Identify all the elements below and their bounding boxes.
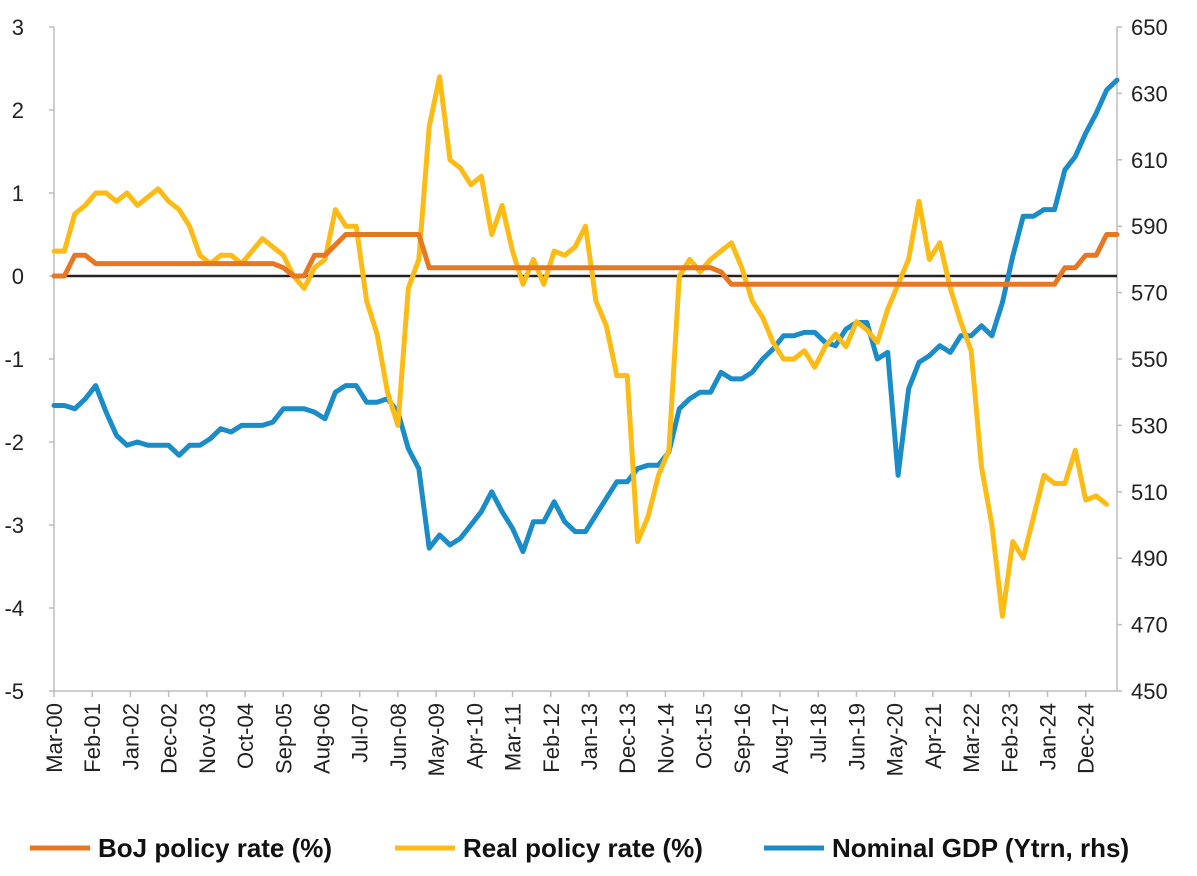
x-tick-label: Mar-00 [42,703,67,773]
series-line-real-policy-rate [51,74,1110,619]
x-tick-label: Feb-23 [997,703,1022,773]
x-tick-label: Apr-10 [462,703,487,769]
x-tick-label: Aug-06 [309,703,334,774]
y-tick-label: -2 [4,430,24,455]
x-tick-label: Sep-05 [271,703,296,774]
y-tick-label: 3 [12,15,24,40]
legend-label-nominal-gdp-ytrn-rhs: Nominal GDP (Ytrn, rhs) [832,833,1129,863]
x-tick-label: Jun-08 [386,703,411,770]
x-tick-label: Oct-15 [692,703,717,769]
x-tick-label: Sep-16 [730,703,755,774]
x-tick-label: Nov-14 [653,703,678,774]
x-tick-label: Apr-21 [921,703,946,769]
x-tick-label: Jun-19 [844,703,869,770]
x-tick-label: Dec-24 [1074,703,1099,774]
y-tick-label: 0 [12,264,24,289]
x-tick-label: Jul-07 [348,703,373,763]
y2-tick-label: 630 [1131,81,1168,106]
series-line-nominal-gdp-ytrn-rhs [51,77,1120,555]
x-tick-label: Nov-03 [195,703,220,774]
series-line-boj-policy-rate [51,232,1120,287]
x-tick-label: Aug-17 [768,703,793,774]
x-tick-label: Jan-24 [1036,703,1061,770]
legend-label-real-policy-rate: Real policy rate (%) [463,833,703,863]
x-tick-label: Jan-02 [118,703,143,770]
y-tick-label: -1 [4,347,24,372]
y2-tick-label: 490 [1131,546,1168,571]
y2-tick-label: 570 [1131,281,1168,306]
y2-tick-label: 610 [1131,148,1168,173]
y2-tick-label: 650 [1131,15,1168,40]
y2-tick-label: 530 [1131,413,1168,438]
x-tick-label: May-09 [424,703,449,776]
y2-tick-label: 510 [1131,480,1168,505]
x-tick-label: Mar-22 [959,703,984,773]
legend-label-boj-policy-rate: BoJ policy rate (%) [98,833,332,863]
x-tick-label: Mar-11 [501,703,526,771]
y-tick-label: -5 [4,679,24,704]
x-tick-label: Feb-12 [539,703,564,773]
x-tick-label: Dec-13 [615,703,640,774]
x-tick-label: Feb-01 [80,703,105,773]
y2-tick-label: 590 [1131,214,1168,239]
y2-tick-label: 450 [1131,679,1168,704]
x-tick-label: Oct-04 [233,703,258,769]
y-tick-label: 1 [12,181,24,206]
x-tick-label: May-20 [883,703,908,776]
x-tick-label: Dec-02 [157,703,182,774]
y2-tick-label: 470 [1131,613,1168,638]
y2-tick-label: 550 [1131,347,1168,372]
x-tick-label: Jul-18 [806,703,831,763]
y-tick-label: -4 [4,596,24,621]
y-tick-label: 2 [12,98,24,123]
x-tick-label: Jan-13 [577,703,602,770]
y-tick-label: -3 [4,513,24,538]
